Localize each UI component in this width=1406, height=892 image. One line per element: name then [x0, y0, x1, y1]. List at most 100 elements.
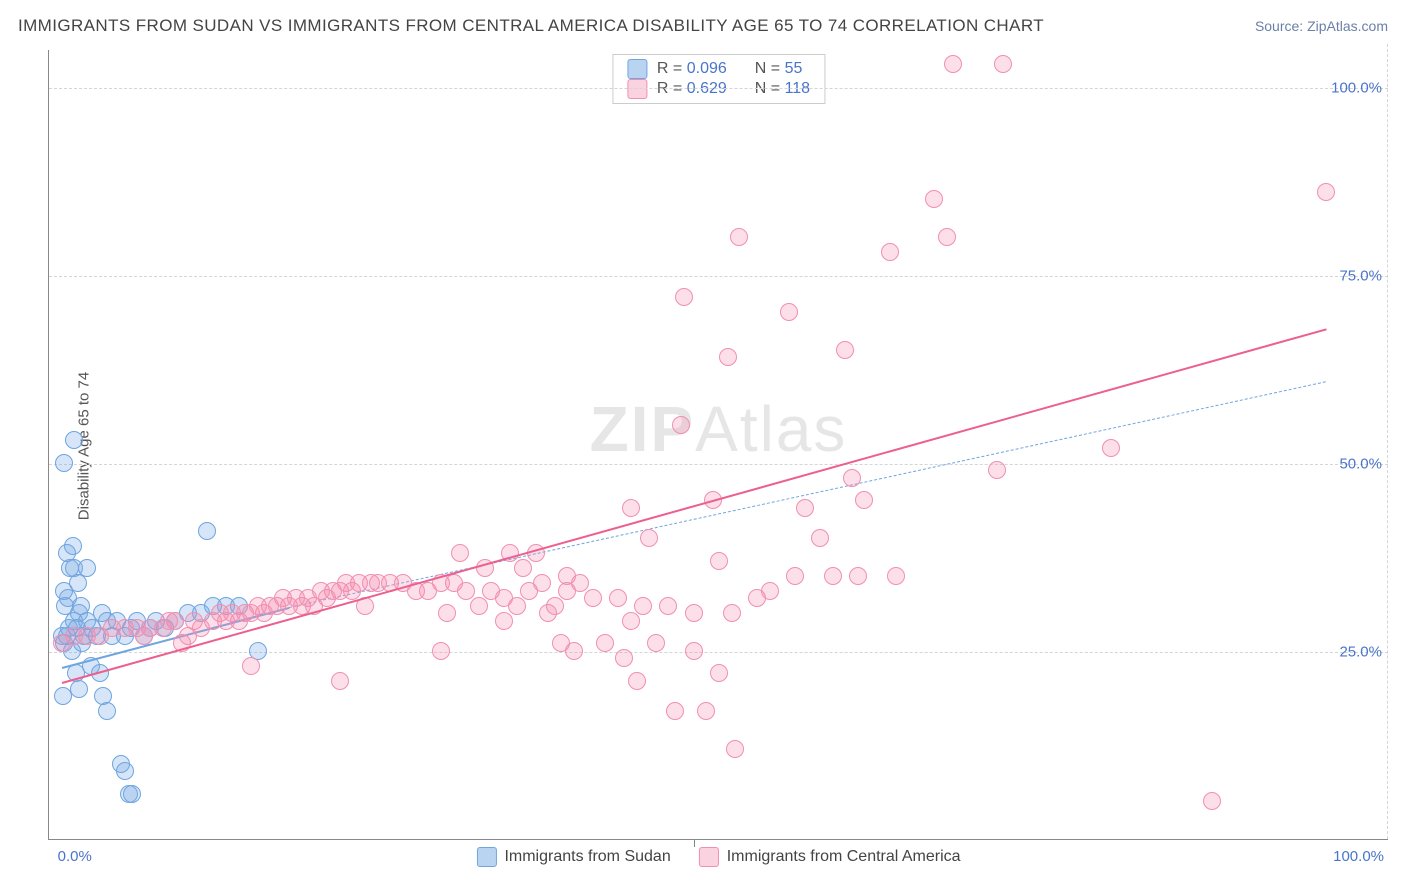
x-tick-mid	[694, 839, 695, 847]
gridline	[49, 464, 1388, 465]
y-tick-label: 100.0%	[1331, 79, 1382, 96]
scatter-point-cam	[546, 597, 564, 615]
scatter-point-cam	[584, 589, 602, 607]
scatter-point-cam	[719, 348, 737, 366]
header: IMMIGRANTS FROM SUDAN VS IMMIGRANTS FROM…	[18, 16, 1388, 36]
scatter-point-cam	[470, 597, 488, 615]
stat-n-cam: N = 118	[755, 80, 810, 98]
scatter-point-cam	[988, 461, 1006, 479]
scatter-point-sudan	[116, 762, 134, 780]
scatter-point-cam	[685, 642, 703, 660]
scatter-point-cam	[432, 642, 450, 660]
scatter-point-cam	[622, 612, 640, 630]
source-name: ZipAtlas.com	[1307, 18, 1388, 34]
scatter-point-cam	[634, 597, 652, 615]
source-prefix: Source:	[1255, 18, 1307, 34]
right-guideline	[1387, 44, 1388, 839]
scatter-point-cam	[710, 552, 728, 570]
scatter-point-cam	[565, 642, 583, 660]
scatter-point-cam	[495, 612, 513, 630]
scatter-point-cam	[438, 604, 456, 622]
scatter-point-sudan	[123, 785, 141, 803]
regression-line	[61, 328, 1326, 684]
source-attribution: Source: ZipAtlas.com	[1255, 18, 1388, 34]
scatter-point-sudan	[55, 582, 73, 600]
scatter-point-cam	[726, 740, 744, 758]
y-tick-label: 50.0%	[1339, 455, 1382, 472]
legend-swatch-sudan	[476, 847, 496, 867]
series-legend-label-sudan: Immigrants from Sudan	[504, 848, 670, 866]
scatter-point-cam	[628, 672, 646, 690]
scatter-point-cam	[710, 664, 728, 682]
scatter-point-cam	[672, 416, 690, 434]
scatter-point-cam	[331, 672, 349, 690]
scatter-point-cam	[640, 529, 658, 547]
scatter-point-cam	[925, 190, 943, 208]
scatter-point-cam	[843, 469, 861, 487]
scatter-point-cam	[796, 499, 814, 517]
scatter-point-cam	[761, 582, 779, 600]
stat-r-cam: R = 0.629	[657, 80, 727, 98]
scatter-point-cam	[730, 228, 748, 246]
stat-r-sudan: R = 0.096	[657, 60, 727, 78]
series-legend-item-cam: Immigrants from Central America	[699, 847, 961, 867]
scatter-point-cam	[596, 634, 614, 652]
scatter-point-cam	[514, 559, 532, 577]
correlation-legend-row-sudan: R = 0.096 N = 55	[627, 59, 810, 79]
scatter-point-cam	[533, 574, 551, 592]
scatter-point-cam	[938, 228, 956, 246]
series-legend-item-sudan: Immigrants from Sudan	[476, 847, 670, 867]
scatter-point-cam	[242, 657, 260, 675]
scatter-point-cam	[824, 567, 842, 585]
scatter-point-sudan	[70, 680, 88, 698]
scatter-point-cam	[723, 604, 741, 622]
scatter-point-cam	[811, 529, 829, 547]
stat-n-sudan: N = 55	[755, 60, 803, 78]
scatter-point-cam	[675, 288, 693, 306]
scatter-point-cam	[849, 567, 867, 585]
scatter-point-cam	[1102, 439, 1120, 457]
series-legend: Immigrants from Sudan Immigrants from Cen…	[476, 847, 960, 867]
scatter-point-sudan	[64, 537, 82, 555]
scatter-point-cam	[887, 567, 905, 585]
scatter-point-sudan	[98, 702, 116, 720]
y-tick-label: 75.0%	[1339, 267, 1382, 284]
scatter-point-cam	[836, 341, 854, 359]
scatter-point-cam	[451, 544, 469, 562]
scatter-point-cam	[666, 702, 684, 720]
plot-area: ZIPAtlas R = 0.096 N = 55 R = 0.629 N = 118…	[48, 50, 1388, 840]
scatter-point-cam	[659, 597, 677, 615]
legend-swatch-sudan	[627, 59, 647, 79]
scatter-point-cam	[647, 634, 665, 652]
scatter-point-cam	[780, 303, 798, 321]
correlation-legend: R = 0.096 N = 55 R = 0.629 N = 118	[612, 54, 825, 104]
scatter-point-cam	[697, 702, 715, 720]
gridline	[49, 88, 1388, 89]
legend-swatch-cam	[699, 847, 719, 867]
scatter-point-cam	[994, 55, 1012, 73]
scatter-point-sudan	[65, 431, 83, 449]
scatter-point-cam	[881, 243, 899, 261]
scatter-point-cam	[855, 491, 873, 509]
correlation-legend-row-cam: R = 0.629 N = 118	[627, 79, 810, 99]
scatter-point-cam	[615, 649, 633, 667]
scatter-point-sudan	[54, 687, 72, 705]
scatter-point-cam	[166, 612, 184, 630]
scatter-point-cam	[622, 499, 640, 517]
scatter-point-cam	[685, 604, 703, 622]
legend-swatch-cam	[627, 79, 647, 99]
gridline	[49, 276, 1388, 277]
scatter-point-cam	[786, 567, 804, 585]
chart-title: IMMIGRANTS FROM SUDAN VS IMMIGRANTS FROM…	[18, 16, 1044, 36]
scatter-point-sudan	[55, 454, 73, 472]
scatter-point-cam	[457, 582, 475, 600]
scatter-point-cam	[558, 567, 576, 585]
scatter-point-cam	[1203, 792, 1221, 810]
x-tick-label-right: 100.0%	[1333, 848, 1384, 865]
watermark-rest: Atlas	[695, 393, 847, 465]
y-tick-label: 25.0%	[1339, 643, 1382, 660]
watermark: ZIPAtlas	[590, 392, 848, 466]
scatter-point-sudan	[198, 522, 216, 540]
scatter-point-cam	[508, 597, 526, 615]
scatter-point-sudan	[78, 559, 96, 577]
